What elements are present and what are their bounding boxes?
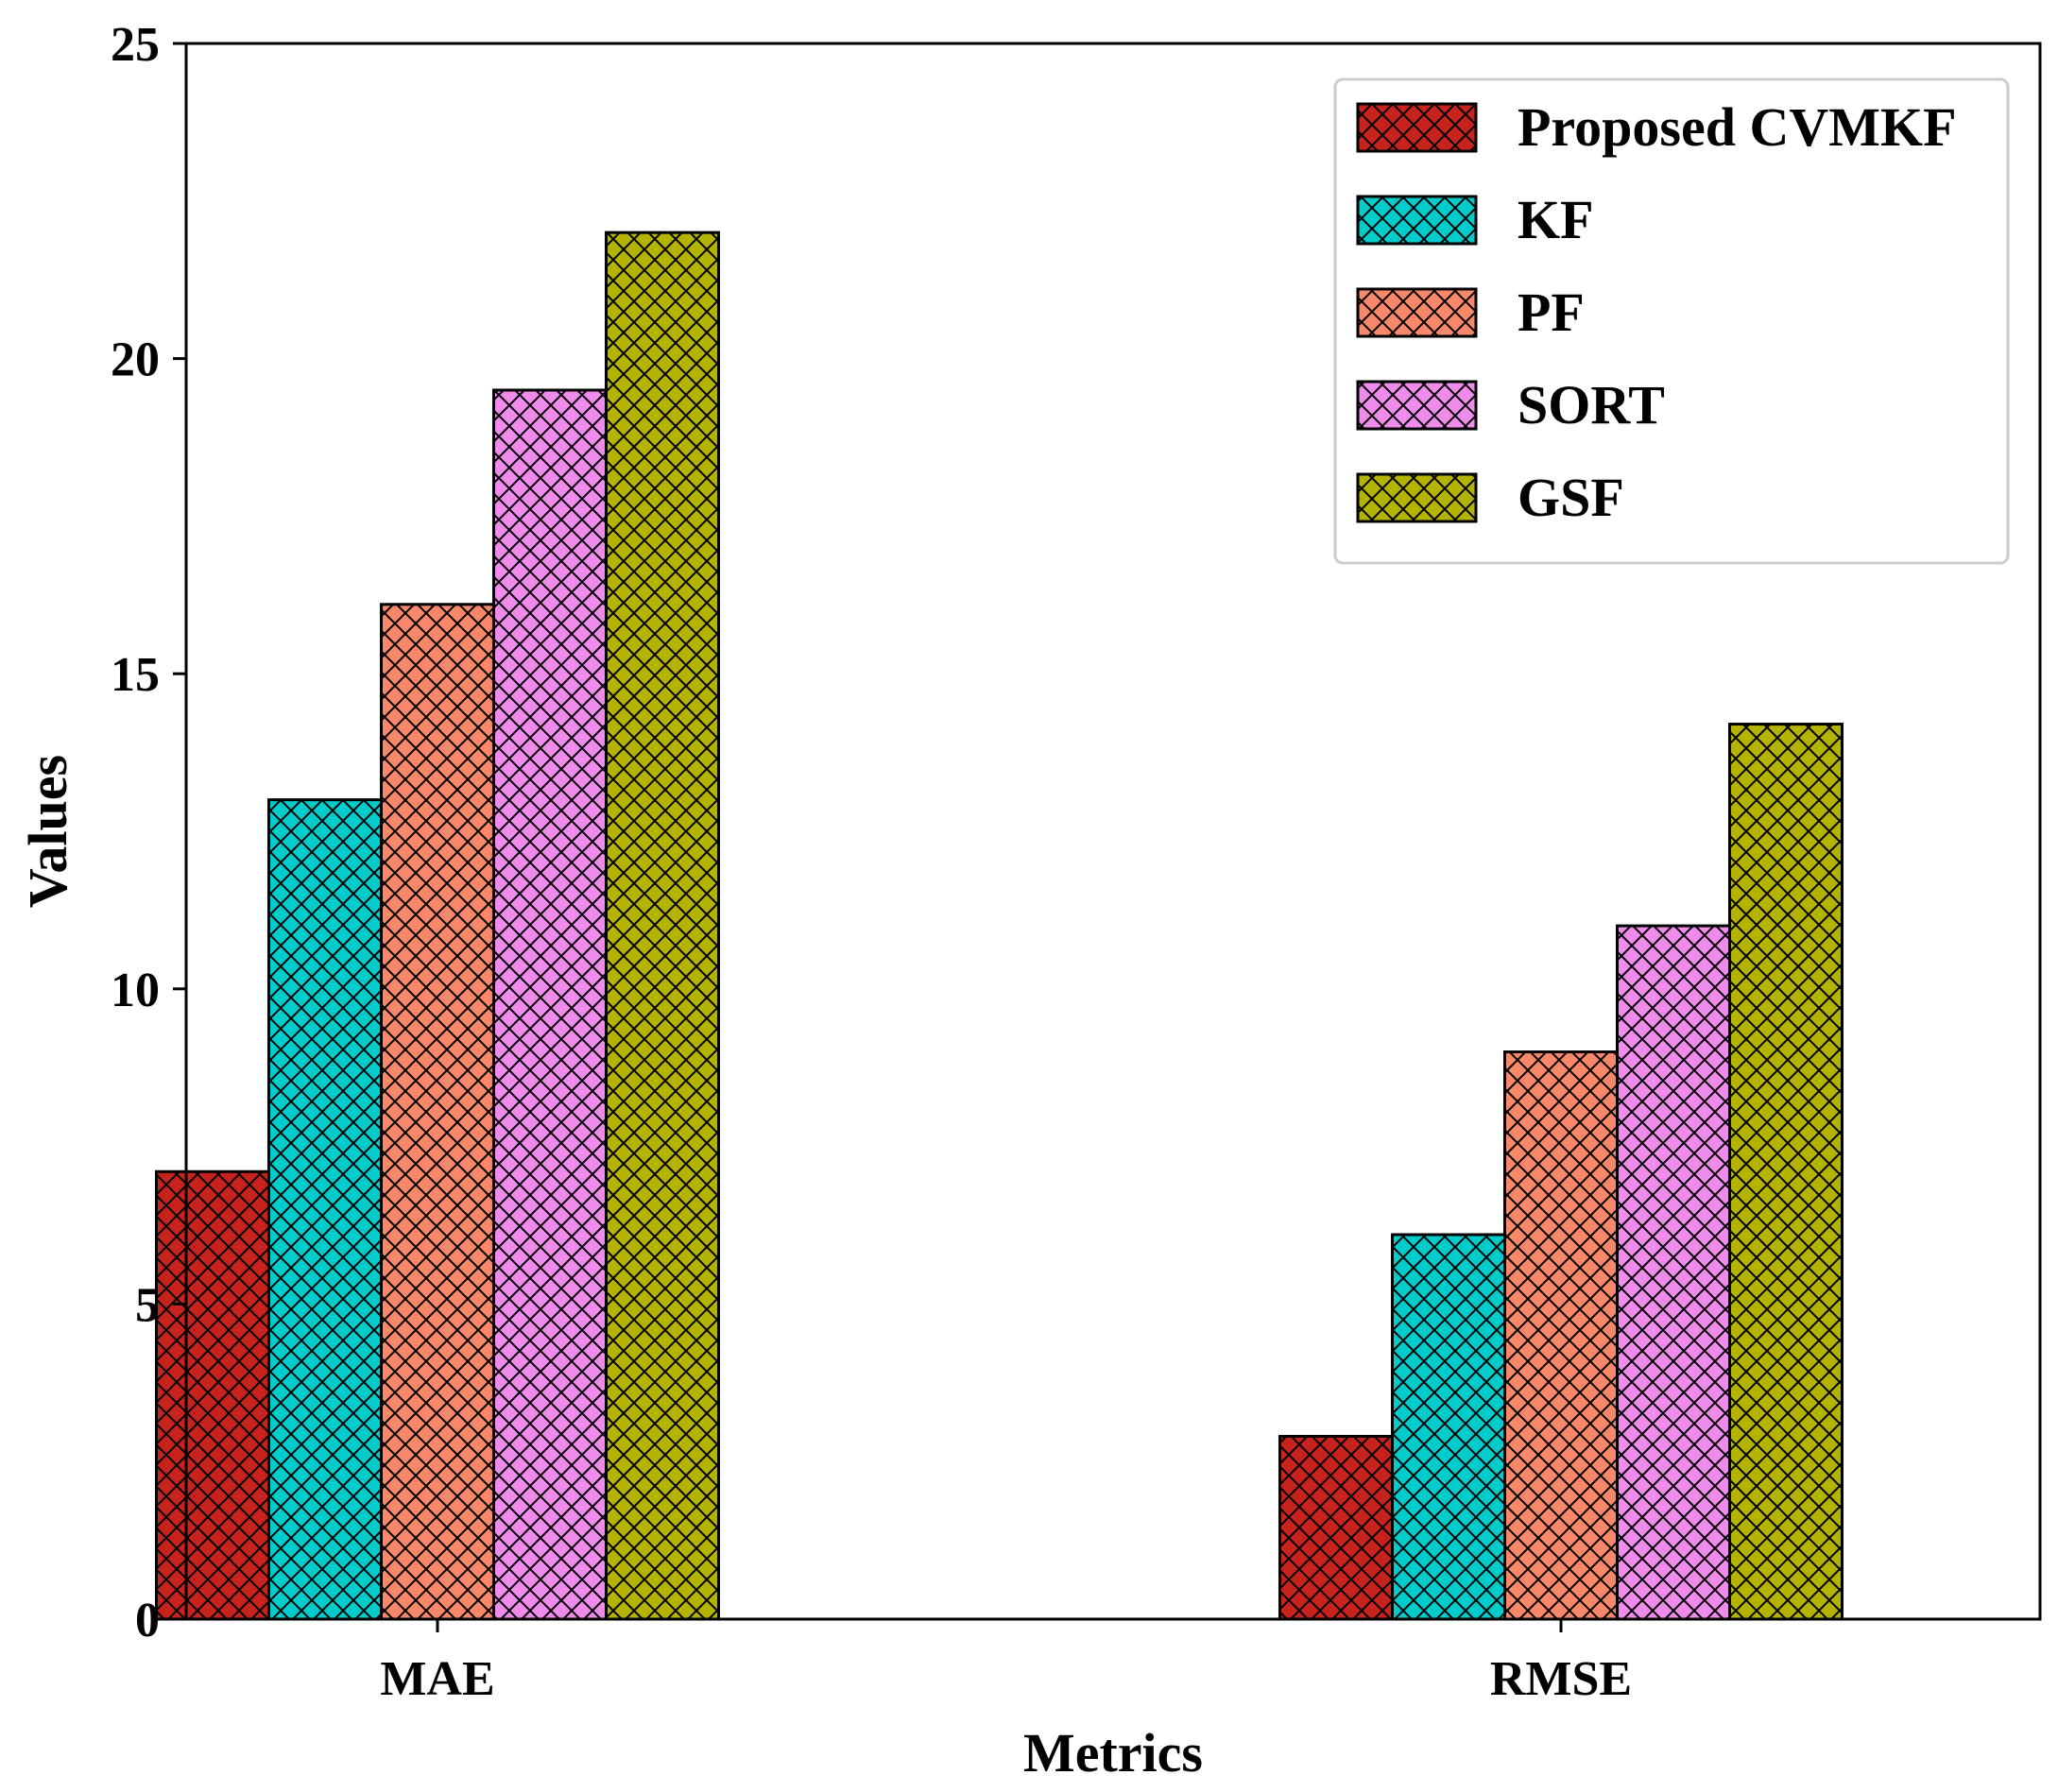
x-tick-label-mae: MAE [380,1652,494,1706]
y-axis-title: Values [17,755,78,908]
bar-pf-rmse [1503,1050,1619,1621]
legend-label-proposed-cvmkf: Proposed CVMKF [1518,96,1957,158]
bar-proposed-cvmkf-rmse [1278,1435,1394,1621]
plot-area-frame [184,42,2042,1621]
bar-gsf-mae [605,230,720,1621]
bar-kf-rmse [1391,1233,1506,1621]
y-tick-label: 20 [111,333,160,387]
legend-label-sort: SORT [1518,374,1665,435]
bar-pf-mae [380,603,495,1621]
legend-label-gsf: GSF [1518,467,1624,528]
y-tick-label: 15 [111,648,160,702]
legend-swatch-sort [1356,380,1478,431]
y-tick-label: 0 [135,1594,160,1647]
x-axis-title: Metrics [1023,1722,1203,1783]
bar-proposed-cvmkf-mae [155,1169,270,1621]
x-tick-label-rmse: RMSE [1490,1652,1632,1706]
legend-swatch-gsf [1356,472,1478,523]
y-tick-label: 5 [135,1278,160,1332]
y-axis: 0 5 10 15 20 25 [111,18,186,1647]
legend-frame [1333,77,2010,565]
bar-sort-mae [492,388,608,1621]
legend-label-pf: PF [1518,282,1585,343]
legend: Proposed CVMKF KF PF SORT GSF [1333,77,2010,565]
x-axis: MAE RMSE [380,1619,1632,1706]
bar-sort-rmse [1616,924,1731,1621]
legend-swatch-pf [1356,287,1478,338]
legend-label-kf: KF [1518,189,1594,250]
bar-kf-mae [267,798,383,1621]
bar-gsf-rmse [1728,723,1844,1621]
bars-group [155,230,1844,1621]
legend-swatch-kf [1356,195,1478,246]
y-tick-label: 10 [111,964,160,1017]
legend-swatch-proposed-cvmkf [1356,102,1478,153]
y-tick-label: 25 [111,18,160,72]
